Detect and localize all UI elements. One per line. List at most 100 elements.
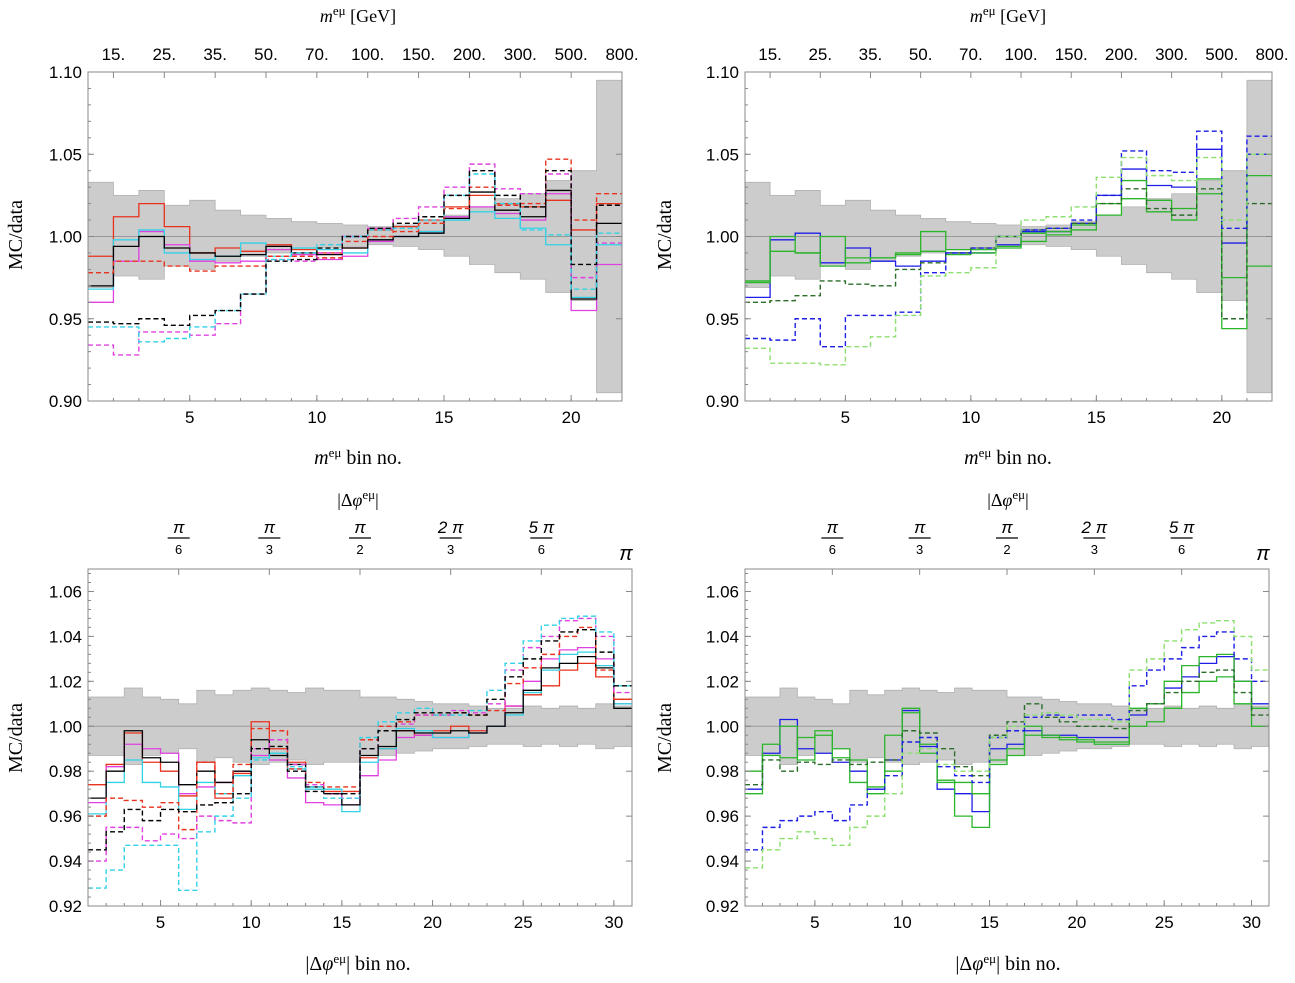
top-tick-label: 70. [959,45,983,64]
series-black-dashed-7 [88,170,622,327]
top-tick-labels: π 6 π 3 π 2 2 π 3 5 π 6 π [821,518,1270,575]
series-green-solid-2 [745,676,1269,829]
series-cyan-solid-2 [88,211,622,299]
y-tick-label: 0.96 [49,807,82,826]
x-tick-label: 10 [893,913,912,932]
top-tick-numerator: 5 π [529,518,555,537]
y-tick-label: 1.05 [706,145,739,164]
top-tick-labels: π 6 π 3 π 2 2 π 3 5 π 6 π [167,518,633,575]
x-tick-label: 15 [332,913,351,932]
series-black-solid-3 [88,655,632,806]
x-tick-label: 15 [1087,408,1106,427]
x-tick-label: 5 [810,913,819,932]
top-tick-denominator: 3 [447,542,454,557]
y-tick-label: 0.92 [706,897,739,916]
y-tick-label: 0.98 [49,762,82,781]
chart-mass-left: meμ [GeV] 15. 25. 35. 50. 70. 100. 150. 200. 300… [5,3,639,469]
top-tick-label: 150. [1055,45,1088,64]
y-tick-label: 0.98 [706,762,739,781]
x-tick-label: 5 [841,408,850,427]
top-tick-denominator: 3 [1091,542,1098,557]
y-axis-label: MC/data [5,703,27,773]
x-tick-label: 10 [307,408,326,427]
x-axis-label: |Δφeμ| bin no. [955,951,1060,975]
top-tick-denominator: 2 [1003,542,1010,557]
y-tick-label: 1.02 [706,672,739,691]
top-tick-label: 25. [152,45,176,64]
top-tick-denominator: 3 [266,542,273,557]
y-tick-label: 0.94 [49,852,82,871]
x-tick-label: 20 [1212,408,1231,427]
top-axis-label: meμ [GeV] [320,3,396,26]
y-tick-label: 0.94 [706,852,739,871]
series-magenta-solid-1 [88,193,622,312]
top-tick-numerator: π [1001,518,1013,537]
top-tick-label: 35. [859,45,883,64]
top-tick-label: 500. [1205,45,1238,64]
y-tick-label: 1.10 [706,63,739,82]
y-tick-label: 1.00 [49,228,82,247]
top-tick-label: 35. [203,45,227,64]
top-tick-numerator: π [354,518,366,537]
x-tick-label: 25 [514,913,533,932]
top-tick-denominator: 2 [356,542,363,557]
y-tick-label: 0.96 [706,807,739,826]
series-blue-solid-0 [745,148,1272,299]
top-tick-label: 300. [504,45,537,64]
plot-area: 0.90 0.95 1.00 1.05 1.10 5 10 15 20 [706,63,1273,427]
top-tick-denominator: 6 [175,542,182,557]
series-black-dashed-7 [88,628,632,851]
top-tick-label: 300. [1155,45,1188,64]
top-tick-label: 15. [758,45,782,64]
x-tick-label: 20 [423,913,442,932]
top-tick-numerator: 5 π [1169,518,1195,537]
plot-area: 0.90 0.95 1.00 1.05 1.10 5 10 15 20 [49,63,623,427]
y-tick-label: 1.00 [706,228,739,247]
series-cyan-dashed-6 [88,615,632,891]
y-tick-label: 1.04 [49,627,82,646]
y-axis-label: MC/data [654,200,676,270]
chart-mass-right: meμ [GeV] 15. 25. 35. 50. 70. 100. 150. 200. 300… [654,3,1289,469]
x-tick-label: 15 [980,913,999,932]
top-tick-label: 15. [102,45,126,64]
top-tick-denominator: 6 [1178,542,1185,557]
top-tick-label: 50. [909,45,933,64]
top-tick-label: 25. [808,45,832,64]
top-tick-label: π [619,543,633,565]
y-tick-label: 0.95 [49,310,82,329]
top-tick-label: 100. [351,45,384,64]
top-tick-denominator: 6 [829,542,836,557]
series-lightgreen-dashed-5 [745,153,1272,366]
top-tick-numerator: 2 π [1081,518,1108,537]
top-tick-numerator: π [827,518,839,537]
x-tick-label: 25 [1155,913,1174,932]
top-tick-label: π [1256,543,1270,565]
x-tick-label: 5 [185,408,194,427]
y-tick-label: 1.05 [49,145,82,164]
y-tick-label: 1.00 [706,717,739,736]
chart-dphi-right: |Δφeμ| π 6 π 3 π 2 2 π 3 5 π 6 π 0.92 0.94 0.96 0.98 1… [654,490,1270,975]
series-black-solid-3 [88,189,622,300]
y-axis-label: MC/data [654,703,676,773]
y-tick-label: 1.00 [49,717,82,736]
y-tick-label: 0.95 [706,310,739,329]
chart-dphi-left: |Δφeμ| π 6 π 3 π 2 2 π 3 5 π 6 π 0.92 0.94 0.96 0.98 1… [5,490,633,975]
series-green-solid-2 [745,193,1272,330]
top-axis-label: |Δφeμ| [987,490,1029,510]
top-tick-label: 200. [453,45,486,64]
top-tick-labels: 15. 25. 35. 50. 70. 100. 150. 200. 300. 500. 800. [758,45,1289,78]
top-tick-label: 100. [1005,45,1038,64]
top-tick-label: 200. [1105,45,1138,64]
top-tick-numerator: π [264,518,276,537]
x-tick-label: 20 [562,408,581,427]
top-tick-label: 70. [305,45,329,64]
x-tick-label: 10 [242,913,261,932]
top-tick-numerator: π [914,518,926,537]
x-tick-label: 30 [1242,913,1261,932]
y-tick-label: 0.92 [49,897,82,916]
x-tick-label: 15 [435,408,454,427]
top-tick-denominator: 6 [538,542,545,557]
series-darkgreen-dashed-3 [745,669,1269,786]
y-tick-label: 0.90 [49,392,82,411]
top-tick-label: 150. [402,45,435,64]
